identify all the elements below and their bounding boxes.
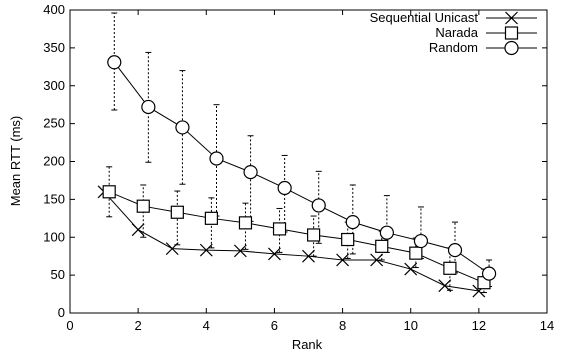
data-point-x <box>233 244 247 258</box>
y-axis-title: Mean RTT (ms) <box>8 116 23 207</box>
x-tick-label: 10 <box>403 318 417 333</box>
y-tick-label: 300 <box>43 78 65 93</box>
data-point-square <box>375 239 389 253</box>
series-line-circle <box>113 61 490 275</box>
data-point-x <box>438 279 452 293</box>
legend-marker-circle <box>504 40 519 56</box>
x-tick-label: 8 <box>339 318 346 333</box>
x-axis-title: Rank <box>292 337 323 352</box>
data-point-square <box>443 261 457 275</box>
data-point-square <box>409 246 423 260</box>
data-point-circle <box>175 120 190 135</box>
legend-label: Sequential Unicast <box>370 10 479 25</box>
data-point-square <box>307 228 321 242</box>
x-tick-label: 4 <box>203 318 210 333</box>
data-point-x <box>268 247 281 261</box>
data-point-x <box>302 249 315 263</box>
x-tick-label: 14 <box>540 318 554 333</box>
data-point-circle <box>277 180 292 196</box>
data-point-x <box>165 242 179 256</box>
y-tick-label: 50 <box>51 267 65 282</box>
data-point-x <box>199 243 213 257</box>
data-point-x <box>336 253 349 267</box>
legend-label: Random <box>429 40 478 55</box>
data-point-circle <box>413 233 429 249</box>
data-point-square <box>102 185 116 199</box>
data-point-circle <box>345 215 360 230</box>
data-point-circle <box>379 225 394 240</box>
data-point-square <box>341 232 355 247</box>
x-tick-label: 0 <box>66 318 73 333</box>
data-point-circle <box>311 198 326 213</box>
data-point-x <box>370 253 384 267</box>
legend-marker-square <box>504 26 519 40</box>
data-point-square <box>238 216 253 230</box>
legend-label: Narada <box>435 25 478 40</box>
data-point-square <box>136 199 150 213</box>
series-line-x <box>103 191 479 292</box>
data-point-x <box>131 223 145 237</box>
data-point-circle <box>481 266 497 281</box>
data-point-circle <box>107 55 122 70</box>
data-point-circle <box>141 99 156 115</box>
legend-marker-x <box>505 11 518 25</box>
series-line-square <box>108 191 485 284</box>
axes-layer: 0 50 100 150 200 250 300 350 400 0 2 4 6 8 10 12 14 <box>43 2 554 333</box>
y-tick-label: 250 <box>43 116 65 131</box>
y-tick-label: 400 <box>43 2 65 17</box>
data-point-circle <box>209 151 224 166</box>
series-layer <box>97 55 497 298</box>
y-tick-label: 0 <box>58 305 65 320</box>
x-tick-label: 12 <box>472 318 486 333</box>
data-point-circle <box>447 243 463 258</box>
data-point-square <box>272 222 287 236</box>
y-tick-label: 150 <box>43 191 65 206</box>
data-point-x <box>404 262 418 276</box>
data-point-square <box>204 211 218 225</box>
y-tick-label: 100 <box>43 229 65 244</box>
data-point-square <box>170 205 184 219</box>
data-point-circle <box>243 165 258 180</box>
x-tick-label: 6 <box>271 318 278 333</box>
y-tick-label: 350 <box>43 40 65 55</box>
plot-frame <box>69 9 548 314</box>
y-tick-label: 200 <box>43 154 65 169</box>
x-tick-label: 2 <box>135 318 142 333</box>
